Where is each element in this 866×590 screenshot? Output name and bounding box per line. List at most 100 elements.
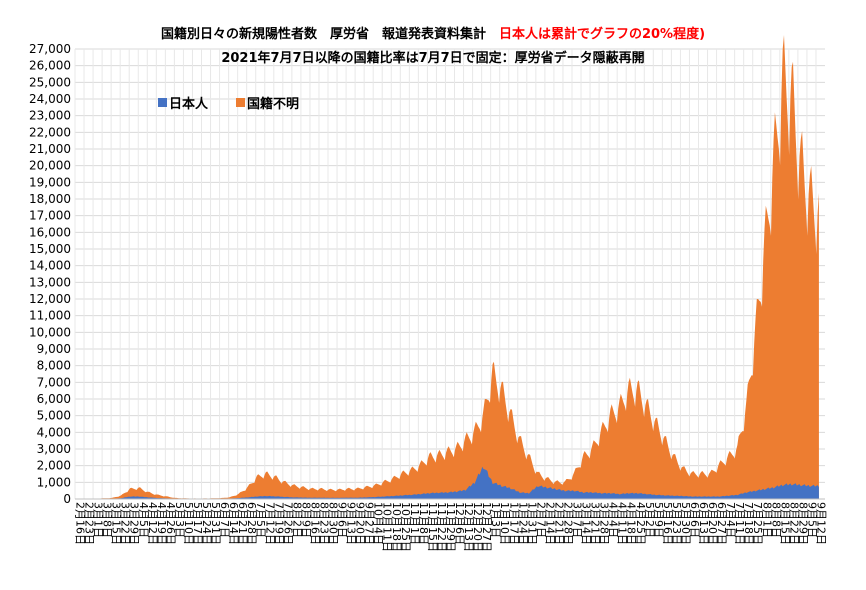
y-tick-label: 4,000 <box>37 425 71 439</box>
legend-swatch <box>158 98 167 107</box>
x-tick-label: 2月14日 <box>543 502 556 545</box>
x-tick-label: 5月2日 <box>643 502 656 538</box>
x-tick-label: 3月29日 <box>128 502 141 545</box>
y-tick-label: 11,000 <box>29 309 71 323</box>
y-tick-label: 14,000 <box>29 259 71 273</box>
x-tick-label: 9月20日 <box>354 502 367 545</box>
x-tick-label: 2月23日 <box>83 502 96 545</box>
x-tick-label: 5月9日 <box>652 502 665 538</box>
x-tick-label: 4月12日 <box>146 502 159 545</box>
legend-swatch <box>236 98 245 107</box>
x-tick-label: 3月7日 <box>571 502 584 538</box>
x-tick-label: 9月5日 <box>805 502 818 538</box>
x-tick-label: 7月26日 <box>281 502 294 545</box>
y-tick-label: 22,000 <box>29 125 71 139</box>
x-tick-label: 6月6日 <box>688 502 701 538</box>
x-tick-label: 8月22日 <box>787 502 800 545</box>
x-tick-label: 12月20日 <box>471 502 484 552</box>
legend-label: 国籍不明 <box>247 96 299 112</box>
y-tick-label: 0 <box>63 492 71 506</box>
y-tick-label: 18,000 <box>29 192 71 206</box>
x-tick-label: 2月28日 <box>561 502 574 545</box>
y-tick-label: 24,000 <box>29 92 71 106</box>
y-tick-label: 5,000 <box>37 409 71 423</box>
x-tick-label: 8月23日 <box>317 502 330 545</box>
x-tick-label: 11月15日 <box>426 502 439 552</box>
x-tick-label: 6月7日 <box>218 502 231 538</box>
y-tick-label: 9,000 <box>37 342 71 356</box>
x-tick-label: 10月4日 <box>372 502 385 545</box>
x-tick-label: 3月1日 <box>92 502 105 538</box>
x-tick-label: 4月25日 <box>634 502 647 545</box>
x-tick-label: 7月25日 <box>751 502 764 545</box>
y-tick-label: 12,000 <box>29 292 71 306</box>
y-tick-label: 23,000 <box>29 109 71 123</box>
gridlines <box>74 48 825 500</box>
y-tick-label: 27,000 <box>29 42 71 56</box>
x-tick-label: 7月18日 <box>742 502 755 545</box>
y-tick-label: 3,000 <box>37 442 71 456</box>
x-tick-label: 9月6日 <box>336 502 349 538</box>
x-tick-label: 8月15日 <box>778 502 791 545</box>
x-tick-label: 5月17日 <box>191 502 204 545</box>
x-tick-label: 3月14日 <box>580 502 593 545</box>
x-tick-label: 11月8日 <box>417 502 430 545</box>
x-tick-label: 8月30日 <box>327 502 340 545</box>
x-tick-label: 8月1日 <box>760 502 773 538</box>
x-tick-label: 10月11日 <box>381 502 394 552</box>
x-tick-label: 1月31日 <box>525 502 538 545</box>
x-tick-label: 8月29日 <box>796 502 809 545</box>
x-tick-label: 4月4日 <box>607 502 620 538</box>
y-tick-label: 21,000 <box>29 142 71 156</box>
y-tick-label: 25,000 <box>29 75 71 89</box>
series-area-unknown <box>75 35 819 499</box>
x-tick-label: 2月16日 <box>74 502 87 545</box>
y-axis: 0 1,000 2,000 3,000 4,000 5,000 6,000 7,000 8,00… <box>29 42 71 506</box>
y-tick-label: 13,000 <box>29 275 71 289</box>
legend-label: 日本人 <box>169 96 209 112</box>
x-tick-label: 5月23日 <box>670 502 683 545</box>
y-tick-label: 19,000 <box>29 175 71 189</box>
y-tick-label: 15,000 <box>29 242 71 256</box>
x-tick-label: 7月19日 <box>272 502 285 545</box>
x-tick-label: 7月12日 <box>263 502 276 545</box>
x-tick-label: 2月7日 <box>534 502 547 538</box>
x-tick-label: 3月15日 <box>110 502 123 545</box>
x-tick-label: 3月8日 <box>101 502 114 538</box>
x-tick-label: 10月18日 <box>390 502 403 552</box>
x-tick-label: 9月27日 <box>363 502 376 545</box>
y-tick-label: 10,000 <box>29 325 71 339</box>
x-tick-label: 6月28日 <box>245 502 258 545</box>
chart-subtitle: 2021年7月7日以降の国籍比率は7月7日で固定：厚労省データ隠蔽再開 <box>221 50 644 66</box>
y-tick-label: 17,000 <box>29 209 71 223</box>
x-tick-label: 5月3日 <box>173 502 186 538</box>
x-tick-label: 4月19日 <box>155 502 168 545</box>
x-tick-label: 1月3日 <box>489 502 502 538</box>
x-tick-label: 2月21日 <box>552 502 565 545</box>
x-tick-label: 5月31日 <box>209 502 222 545</box>
chart-title-part: 国籍別日々の新規陽性者数 厚労省 報道発表資料集計 <box>161 26 499 42</box>
x-tick-label: 12月6日 <box>453 502 466 545</box>
y-tick-label: 2,000 <box>37 459 71 473</box>
y-tick-label: 6,000 <box>37 392 71 406</box>
x-tick-label: 6月21日 <box>236 502 249 545</box>
x-tick-label: 4月18日 <box>625 502 638 545</box>
y-tick-label: 1,000 <box>37 475 71 489</box>
x-tick-label: 6月27日 <box>715 502 728 545</box>
x-tick-label: 5月30日 <box>679 502 692 545</box>
x-tick-label: 1月10日 <box>498 502 511 545</box>
chart-title-part: 日本人は累計でグラフの20%程度) <box>499 26 705 42</box>
x-tick-label: 11月29日 <box>444 502 457 552</box>
x-tick-label: 5月24日 <box>200 502 213 545</box>
x-tick-label: 3月28日 <box>598 502 611 545</box>
plot-area <box>75 35 819 499</box>
y-tick-label: 8,000 <box>37 359 71 373</box>
x-tick-label: 6月13日 <box>697 502 710 545</box>
x-tick-label: 6月14日 <box>227 502 240 545</box>
x-tick-label: 8月2日 <box>290 502 303 538</box>
x-tick-label: 9月13日 <box>345 502 358 545</box>
x-tick-label: 4月5日 <box>137 502 150 538</box>
x-tick-label: 7月11日 <box>733 502 746 545</box>
y-tick-label: 16,000 <box>29 225 71 239</box>
x-tick-label: 1月17日 <box>507 502 520 545</box>
